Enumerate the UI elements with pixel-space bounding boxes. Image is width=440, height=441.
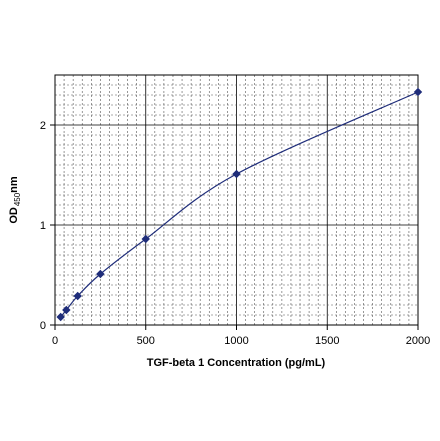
x-tick-label: 2000 — [406, 335, 430, 347]
series-line — [60, 91, 419, 318]
axis-ticks: 0 500 1000 1500 2000 0 1 2 — [40, 120, 430, 347]
x-axis-label: TGF-beta 1 Concentration (pg/mL) — [147, 357, 326, 369]
x-tick-label: 500 — [137, 335, 155, 347]
y-tick-label: 2 — [40, 120, 46, 132]
data-point — [232, 169, 241, 179]
series-layer — [56, 87, 423, 322]
grid — [55, 75, 418, 325]
data-point — [56, 312, 65, 322]
data-point — [96, 269, 105, 279]
x-tick-label: 1500 — [315, 335, 339, 347]
x-tick-label: 1000 — [224, 335, 248, 347]
data-point — [73, 291, 82, 301]
data-point — [62, 305, 71, 315]
data-point — [413, 87, 423, 97]
y-axis-label: OD450nm — [8, 176, 22, 224]
data-point — [141, 234, 150, 244]
y-tick-label: 1 — [40, 220, 46, 232]
y-tick-label: 0 — [40, 320, 46, 332]
x-tick-label: 0 — [52, 335, 58, 347]
